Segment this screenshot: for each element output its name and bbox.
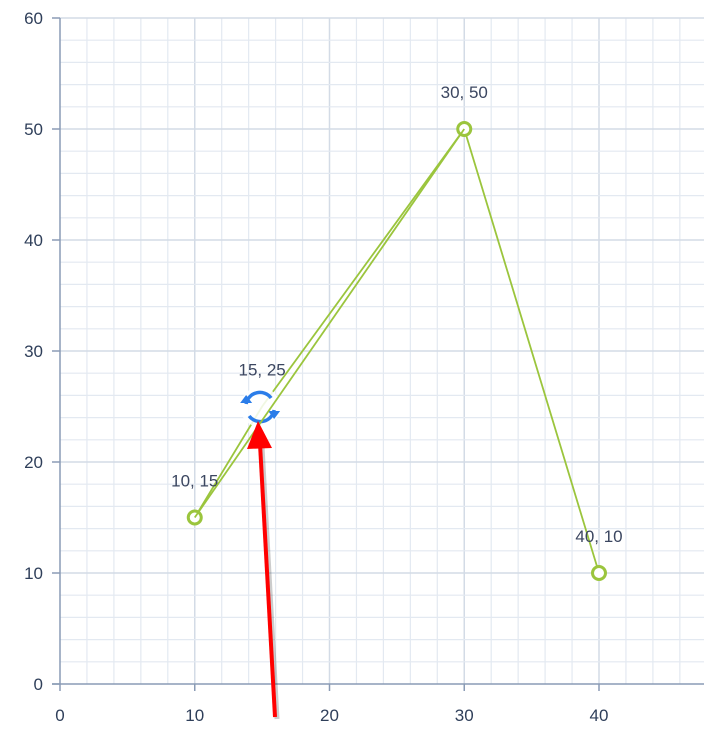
series: 10, 15 15, 25 30, 50 40, 10 — [171, 83, 623, 581]
y-tick-label: 40 — [24, 231, 43, 250]
series-line — [193, 127, 600, 574]
y-tick-label: 50 — [24, 120, 43, 139]
grid — [60, 17, 704, 684]
data-label: 10, 15 — [171, 472, 218, 491]
x-tick-label: 30 — [455, 706, 474, 725]
tick-labels: 0 10 20 30 40 0 10 20 30 40 50 60 — [24, 9, 608, 725]
arrow-shaft — [258, 443, 277, 718]
x-tick-label: 20 — [320, 706, 339, 725]
y-tick-label: 60 — [24, 9, 43, 28]
x-tick-label: 0 — [55, 706, 64, 725]
rotate-icon-arrowhead — [268, 411, 281, 419]
data-label: 15, 25 — [238, 361, 285, 380]
data-label: 30, 50 — [441, 83, 488, 102]
axes — [52, 17, 704, 691]
data-label: 40, 10 — [575, 527, 622, 546]
y-tick-label: 0 — [34, 675, 43, 694]
series-line-segment — [194, 128, 465, 519]
y-tick-label: 30 — [24, 342, 43, 361]
rotate-icon-arrowhead — [240, 395, 253, 403]
red-arrow — [247, 421, 280, 720]
y-tick-label: 20 — [24, 453, 43, 472]
y-tick-label: 10 — [24, 564, 43, 583]
rotate-icon — [240, 387, 281, 427]
x-tick-label: 40 — [590, 706, 609, 725]
arrow-head — [247, 421, 272, 449]
data-point — [591, 565, 607, 581]
overlay — [194, 128, 465, 720]
x-tick-label: 10 — [185, 706, 204, 725]
